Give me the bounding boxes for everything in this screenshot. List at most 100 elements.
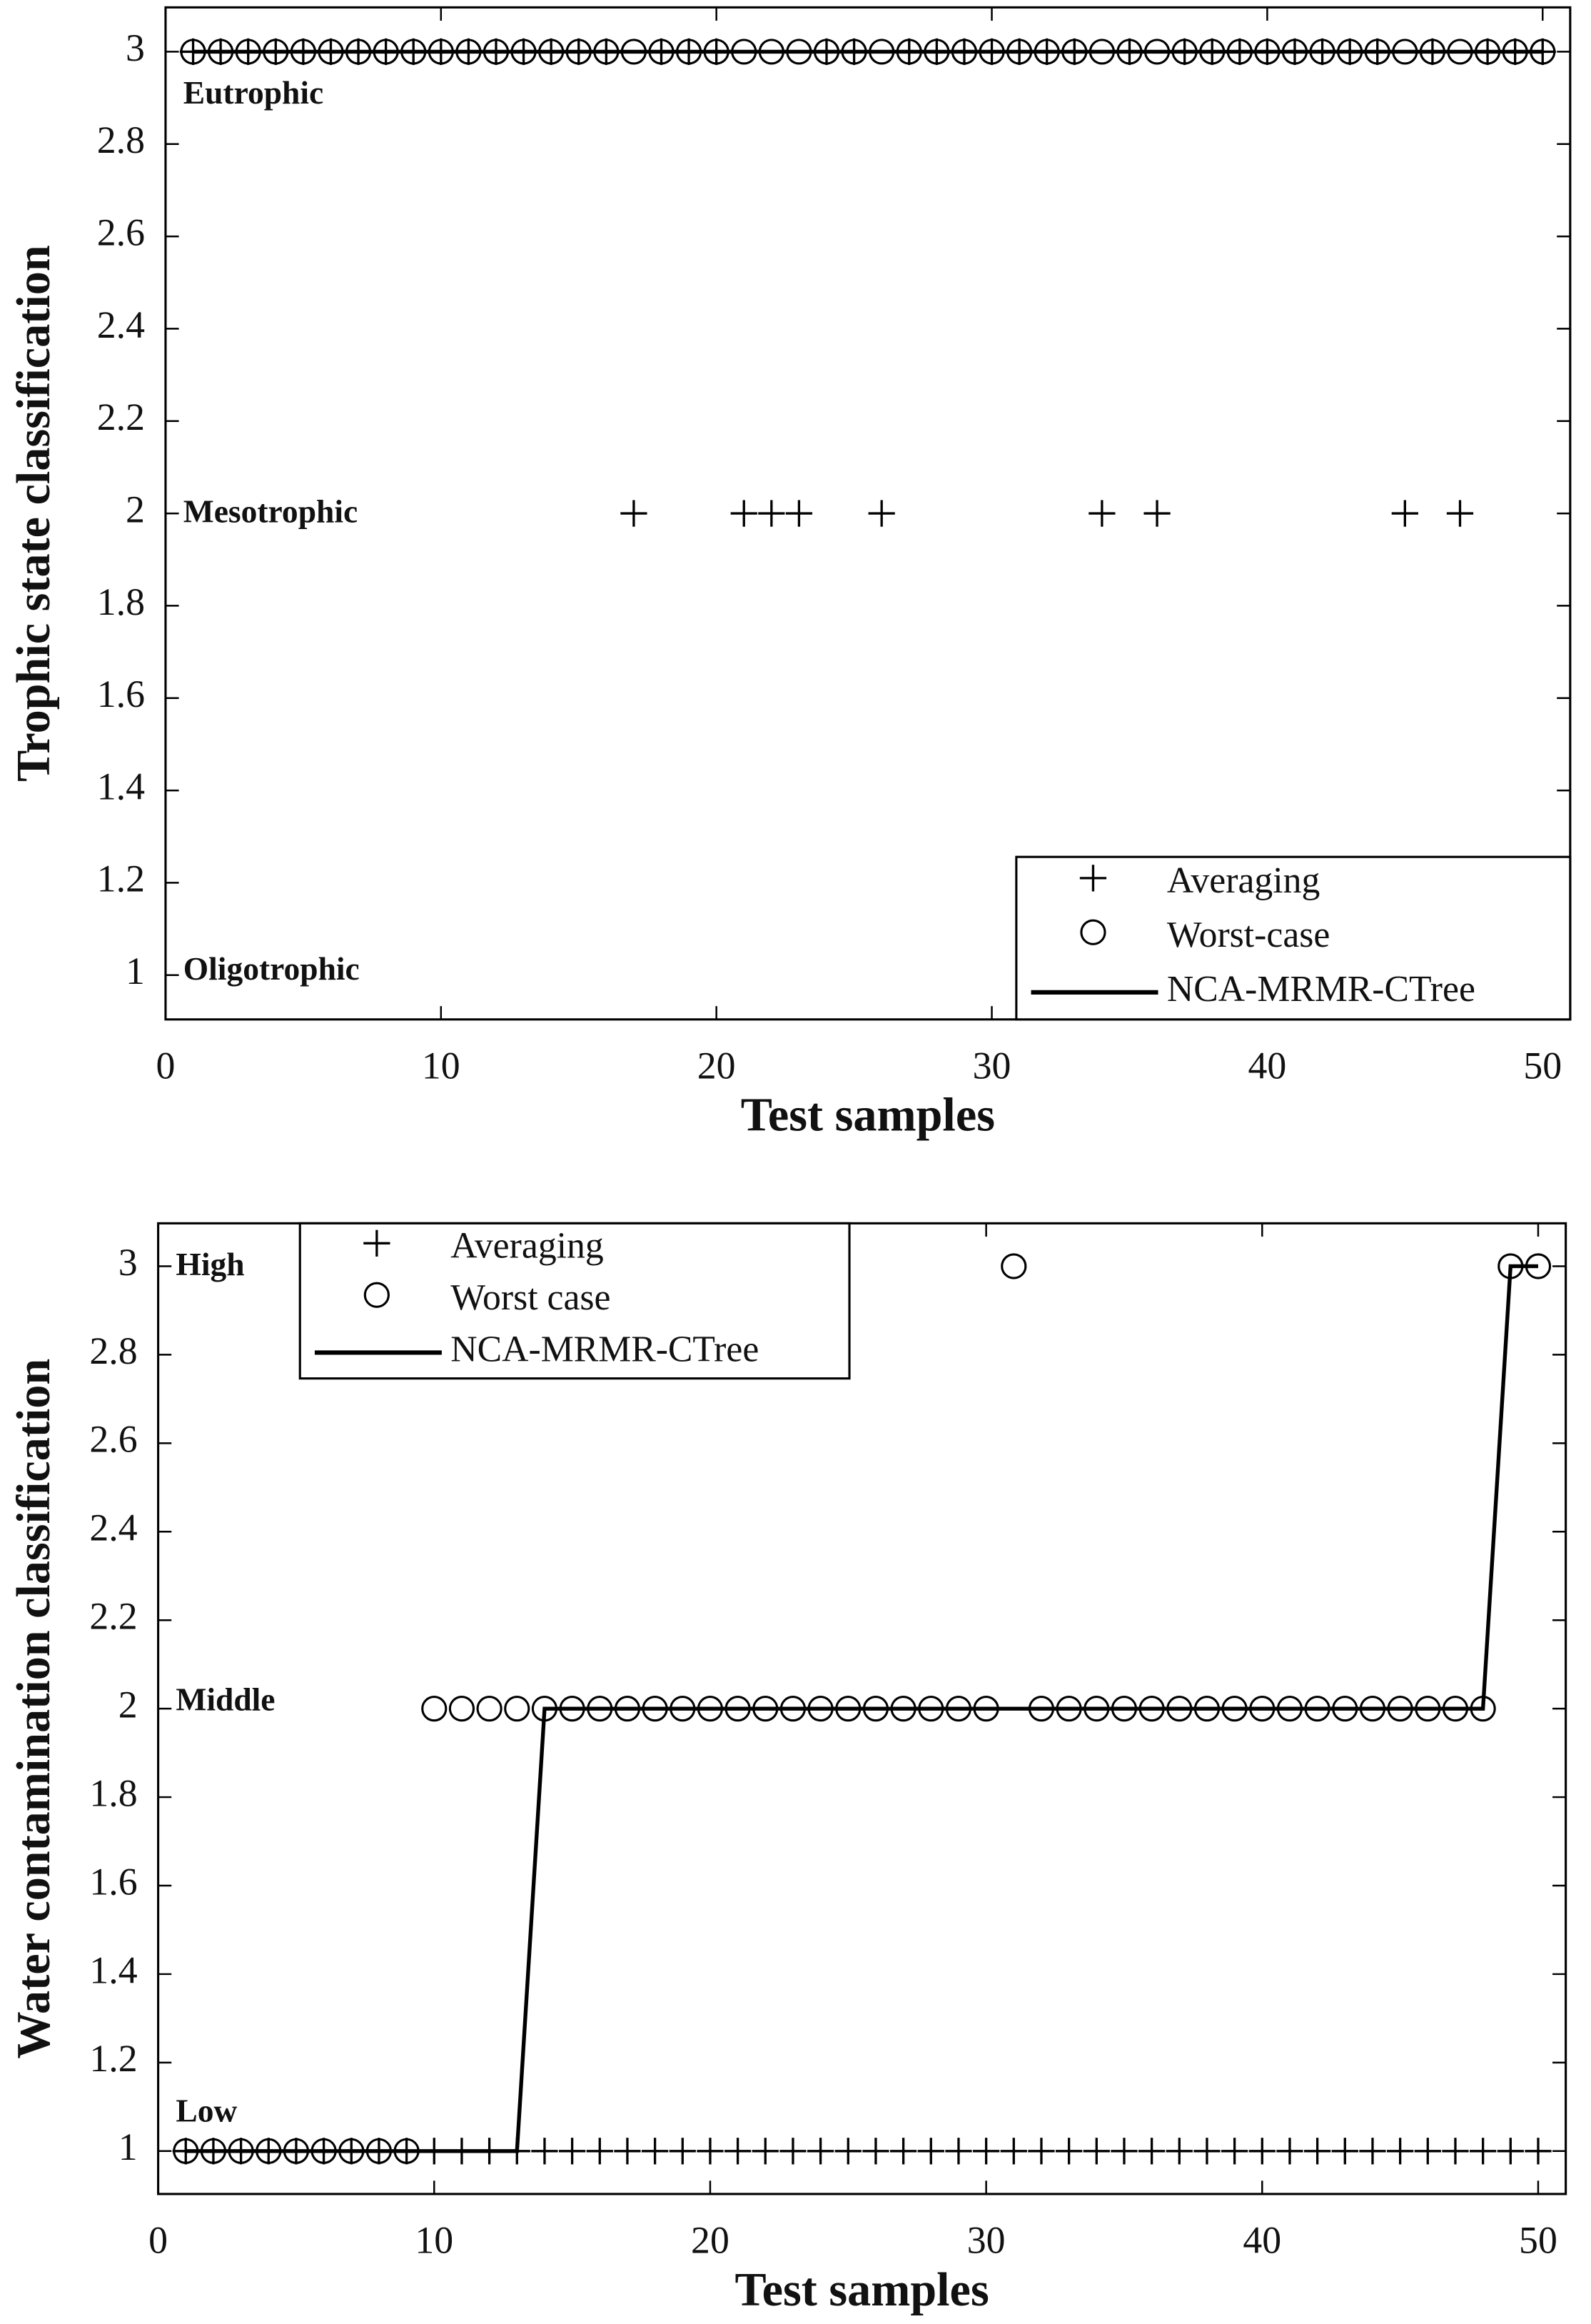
plus-marker (1083, 2138, 1110, 2165)
x-axis-label: Test samples (741, 1090, 995, 1142)
y-tick-label: 2.6 (89, 1418, 137, 1461)
plus-marker (1387, 2138, 1414, 2165)
x-tick-label: 40 (1248, 1045, 1286, 1087)
plus-marker (1143, 500, 1171, 527)
chart: 0 10 20 30 40 50 1 1.2 1.4 1.6 1.8 2 2.2 2.4 2.6 2.8 3 Te… (8, 6, 1572, 1142)
y-tick-label: 1.4 (97, 765, 145, 808)
circle-marker (421, 1696, 448, 1722)
x-tick-label: 50 (1519, 2219, 1557, 2262)
legend-label: NCA-MRMR-CTree (1167, 969, 1475, 1010)
y-tick-label: 1 (118, 2126, 138, 2168)
y-tick-label: 2.8 (89, 1329, 137, 1372)
x-axis-label: Test samples (735, 2264, 989, 2316)
plus-marker (1111, 2138, 1138, 2165)
circle-marker (476, 1696, 502, 1722)
plus-marker (1470, 2138, 1497, 2165)
x-tick-label: 10 (422, 1045, 460, 1087)
x-tick-label: 30 (973, 1045, 1011, 1087)
plus-marker (1056, 2138, 1083, 2165)
plus-marker (972, 2138, 1000, 2165)
circle-marker (1001, 1253, 1027, 1279)
class-annotation: High (176, 1246, 244, 1282)
y-tick-label: 3 (126, 26, 145, 69)
plus-marker (1089, 500, 1116, 527)
x-tick-label: 30 (967, 2219, 1006, 2262)
y-tick-label: 1.4 (89, 1948, 137, 1991)
y-tick-label: 2 (118, 1683, 138, 1726)
legend-label: Averaging (450, 1225, 603, 1266)
plus-marker (1193, 2138, 1221, 2165)
legend-circle (1080, 919, 1106, 945)
plus-marker (724, 2138, 752, 2165)
class-annotation: Low (176, 2093, 237, 2129)
plus-marker (945, 2138, 972, 2165)
plus-marker (1221, 2138, 1248, 2165)
circle-marker (448, 1696, 475, 1722)
x-tick-label: 50 (1523, 1045, 1562, 1087)
plus-marker (752, 2138, 779, 2165)
plus-marker (1525, 2138, 1552, 2165)
plus-marker (1497, 2138, 1524, 2165)
legend-label: Worst case (450, 1277, 610, 1318)
plus-marker (807, 2138, 834, 2165)
y-tick-label: 1.8 (97, 580, 145, 623)
plus-marker (1166, 2138, 1193, 2165)
class-annotation: Mesotrophic (183, 493, 358, 530)
y-tick-label: 2.2 (89, 1595, 137, 1638)
plus-marker (834, 2138, 862, 2165)
plus-marker (1442, 2138, 1469, 2165)
plus-marker (697, 2138, 724, 2165)
plus-marker (779, 2138, 807, 2165)
plus-marker (1000, 2138, 1027, 2165)
plus-marker (620, 500, 647, 527)
y-tick-label: 1.6 (97, 673, 145, 715)
plus-marker (868, 500, 895, 527)
plus-marker (1138, 2138, 1166, 2165)
y-tick-label: 2.8 (97, 119, 145, 161)
class-annotation: Oligotrophic (183, 950, 360, 987)
y-tick-label: 3 (118, 1241, 138, 1284)
x-tick-label: 20 (691, 2219, 729, 2262)
y-tick-label: 1.2 (89, 2037, 137, 2080)
plus-marker (730, 500, 757, 527)
plus-marker (614, 2138, 641, 2165)
y-axis-label: Water contamination classification (8, 1359, 60, 2059)
legend: Averaging Worst case NCA-MRMR-CTree (298, 1222, 851, 1380)
x-tick-label: 10 (415, 2219, 453, 2262)
chart: 0 10 20 30 40 50 1 1.2 1.4 1.6 1.8 2 2.2 2.4 2.6 2.8 3 Te… (8, 1222, 1567, 2316)
y-tick-label: 1.8 (89, 1771, 137, 1814)
series-line (186, 1264, 1538, 2153)
plus-marker (641, 2138, 669, 2165)
y-tick-label: 2.4 (97, 303, 145, 346)
circle-marker (504, 1696, 530, 1722)
plus-marker (889, 2138, 917, 2165)
plus-marker (1414, 2138, 1441, 2165)
y-tick-label: 1.2 (97, 857, 145, 900)
x-tick-label: 0 (156, 1045, 175, 1087)
class-annotation: Middle (176, 1681, 275, 1717)
plus-marker (1446, 500, 1474, 527)
plus-marker (758, 500, 785, 527)
legend-label: NCA-MRMR-CTree (450, 1329, 759, 1369)
y-tick-label: 2.4 (89, 1506, 137, 1549)
y-tick-label: 2.6 (97, 211, 145, 253)
plus-marker (1391, 500, 1418, 527)
y-tick-label: 1.6 (89, 1860, 137, 1903)
plus-marker (1359, 2138, 1386, 2165)
x-tick-label: 20 (697, 1045, 736, 1087)
legend-circle (363, 1282, 390, 1308)
plus-marker (1028, 2138, 1055, 2165)
class-annotation: Eutrophic (183, 74, 323, 111)
plus-marker (1248, 2138, 1276, 2165)
plus-marker (1304, 2138, 1331, 2165)
plus-marker (586, 2138, 613, 2165)
legend-label: Averaging (1167, 860, 1320, 901)
plus-marker (669, 2138, 696, 2165)
x-tick-label: 40 (1243, 2219, 1281, 2262)
y-tick-label: 2.2 (97, 396, 145, 438)
y-tick-label: 1 (126, 950, 145, 992)
plus-marker (785, 500, 813, 527)
plus-marker (1331, 2138, 1358, 2165)
plus-marker (558, 2138, 586, 2165)
plus-marker (917, 2138, 944, 2165)
